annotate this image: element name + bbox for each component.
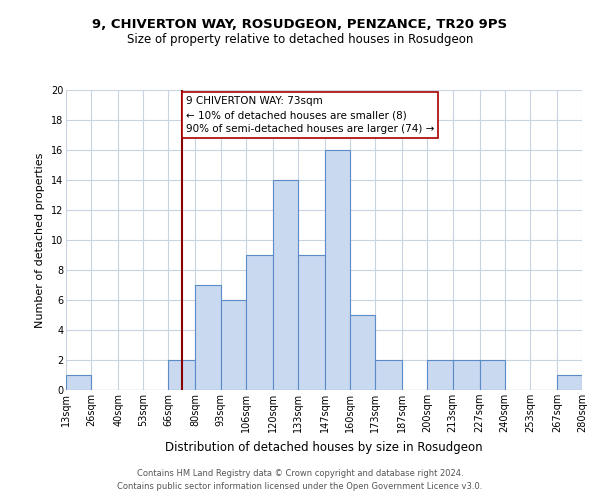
Bar (273, 180, 298, 390)
Text: Contains public sector information licensed under the Open Government Licence v3: Contains public sector information licen… (118, 482, 482, 491)
Bar (196, 285, 221, 390)
Bar (479, 360, 505, 390)
Text: 9, CHIVERTON WAY, ROSUDGEON, PENZANCE, TR20 9PS: 9, CHIVERTON WAY, ROSUDGEON, PENZANCE, T… (92, 18, 508, 30)
Bar (325, 150, 350, 390)
Bar (427, 360, 452, 390)
Bar (66, 375, 91, 390)
Bar (298, 255, 325, 390)
Bar (221, 300, 246, 390)
Y-axis label: Number of detached properties: Number of detached properties (35, 152, 45, 328)
Text: 9 CHIVERTON WAY: 73sqm
← 10% of detached houses are smaller (8)
90% of semi-deta: 9 CHIVERTON WAY: 73sqm ← 10% of detached… (186, 96, 434, 134)
Text: Size of property relative to detached houses in Rosudgeon: Size of property relative to detached ho… (127, 32, 473, 46)
Text: Contains HM Land Registry data © Crown copyright and database right 2024.: Contains HM Land Registry data © Crown c… (137, 468, 463, 477)
Bar (375, 360, 402, 390)
Bar (350, 315, 375, 390)
Bar (169, 360, 196, 390)
Bar (452, 360, 479, 390)
X-axis label: Distribution of detached houses by size in Rosudgeon: Distribution of detached houses by size … (165, 440, 483, 454)
Bar (246, 255, 273, 390)
Bar (557, 375, 582, 390)
